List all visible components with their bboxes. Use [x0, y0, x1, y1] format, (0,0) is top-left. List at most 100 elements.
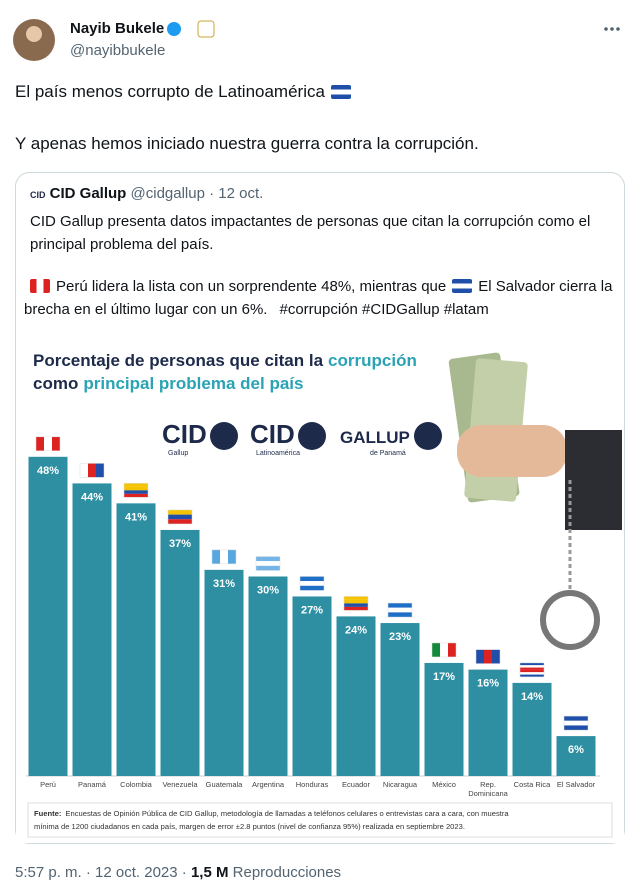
hashtags[interactable]: #corrupción #CIDGallup #latam: [279, 301, 489, 318]
title-part: Porcentaje de personas que citan la: [33, 351, 324, 370]
flag-stripe: [168, 509, 192, 515]
x-tick-label: Perú: [40, 780, 56, 789]
bar: [512, 682, 552, 776]
logo-globe: [414, 422, 442, 450]
logo-subtext: de Panamá: [370, 450, 406, 457]
x-tick-label: Ecuador: [342, 780, 370, 789]
tweet-footer: 5:57 p. m. · 12 oct. 2023 · 1,5 M Reprod…: [15, 864, 341, 881]
logo-text: CID: [162, 419, 207, 449]
bar: [160, 529, 200, 776]
verified-badge: [167, 22, 181, 36]
flag-stripe: [344, 603, 368, 607]
views-label: Reproducciones: [232, 864, 342, 881]
flag-stripe: [520, 674, 544, 677]
flag-stripe: [344, 596, 368, 600]
flag-stripe: [220, 549, 228, 564]
value-label: 27%: [301, 604, 323, 616]
x-tick-label: Nicaragua: [383, 780, 418, 789]
flag-stripe: [124, 486, 148, 491]
title-part: como: [33, 374, 78, 393]
flag-border: [563, 715, 589, 731]
flag-stripe: [520, 672, 544, 675]
source-label: Fuente:: [34, 809, 61, 818]
x-tick-label: México: [432, 780, 456, 789]
views-count: 1,5 M: [190, 864, 229, 881]
flag-border: [343, 596, 369, 611]
flag-border: [475, 649, 501, 664]
more-menu[interactable]: [604, 27, 620, 31]
quote-text: El Salvador cierra la brecha en el últim…: [24, 278, 613, 318]
chart: Porcentaje de personas que citan la corru…: [26, 351, 600, 831]
flag-icon: [30, 279, 50, 293]
flag-stripe: [300, 581, 324, 586]
flag-border: [211, 549, 237, 565]
flag-stripe: [492, 649, 500, 664]
flag-stripe: [344, 606, 368, 611]
bar: [292, 596, 332, 776]
author-handle[interactable]: @nayibbukele: [70, 42, 166, 59]
flag-stripe: [300, 576, 324, 582]
flag-border: [123, 483, 149, 498]
bar: [336, 616, 376, 776]
value-label: 37%: [169, 538, 191, 550]
flag-stripe: [256, 556, 280, 562]
quote-date: 12 oct.: [218, 185, 264, 202]
affiliate-badge: [197, 20, 215, 38]
source-box: [27, 802, 613, 838]
value-label: 17%: [433, 671, 455, 683]
title-highlight: principal problema del país: [83, 374, 303, 393]
bar: [204, 569, 244, 776]
x-tick-label: Guatemala: [206, 780, 244, 789]
x-tick-label: Honduras: [296, 780, 329, 789]
tweet-text: El país menos corrupto de Latinoamérica: [15, 82, 357, 102]
chart-title: Porcentaje de personas que citan la corru…: [33, 351, 417, 370]
label-line: Dominicana: [468, 789, 508, 798]
flag-border: [519, 662, 545, 678]
flag-stripe: [440, 642, 448, 657]
flag-stripe: [520, 667, 544, 670]
logo-globe: [210, 422, 238, 450]
flag-stripe: [212, 549, 220, 564]
value-label: 16%: [477, 678, 499, 690]
flag-stripe: [36, 436, 44, 451]
flag-stripe: [476, 649, 484, 664]
separator: ·: [209, 185, 215, 202]
flag-stripe: [564, 716, 588, 721]
flag-stripe: [124, 483, 148, 487]
author-name[interactable]: Nayib Bukele: [70, 20, 165, 37]
flag-stripe: [564, 725, 588, 731]
quote-handle[interactable]: @cidgallup: [130, 185, 205, 202]
flag-stripe: [388, 607, 412, 613]
value-label: 23%: [389, 631, 411, 643]
flag-border: [255, 556, 281, 571]
x-tick-label: Rep. Dominicana: [468, 780, 508, 798]
tweet-line: Y apenas hemos iniciado nuestra guerra c…: [15, 134, 479, 153]
quote-name[interactable]: CID Gallup: [49, 185, 127, 202]
quote-header: CID CID Gallup @cidgallup · 12 oct.: [30, 185, 263, 202]
quote-card[interactable]: [15, 172, 625, 844]
flag-stripe: [168, 514, 192, 520]
bar: [28, 456, 68, 776]
bar: [116, 503, 156, 776]
bar: [248, 576, 288, 776]
value-label: 6%: [568, 744, 584, 756]
flag-border: [79, 463, 105, 478]
flag-stripe: [344, 599, 368, 604]
logo-subtext: Gallup: [168, 450, 188, 457]
logo-subtext: Latinoamérica: [256, 450, 300, 457]
x-tick-label: El Salvador: [557, 780, 596, 789]
quote-text: Perú lidera la lista con un sorprendente…: [56, 278, 447, 295]
quote-avatar: CID: [30, 190, 46, 200]
tweet-line: El país menos corrupto de Latinoamérica: [15, 82, 325, 101]
avatar-face: [26, 26, 42, 42]
flag-stripe: [484, 649, 492, 664]
x-tick-label: Argentina: [252, 780, 285, 789]
logo-globe: [298, 422, 326, 450]
flag-stripe: [44, 436, 52, 451]
x-tick-label: Panamá: [78, 780, 107, 789]
value-label: 30%: [257, 585, 279, 597]
flag-stripe: [88, 463, 96, 478]
flag-stripe: [520, 662, 544, 666]
